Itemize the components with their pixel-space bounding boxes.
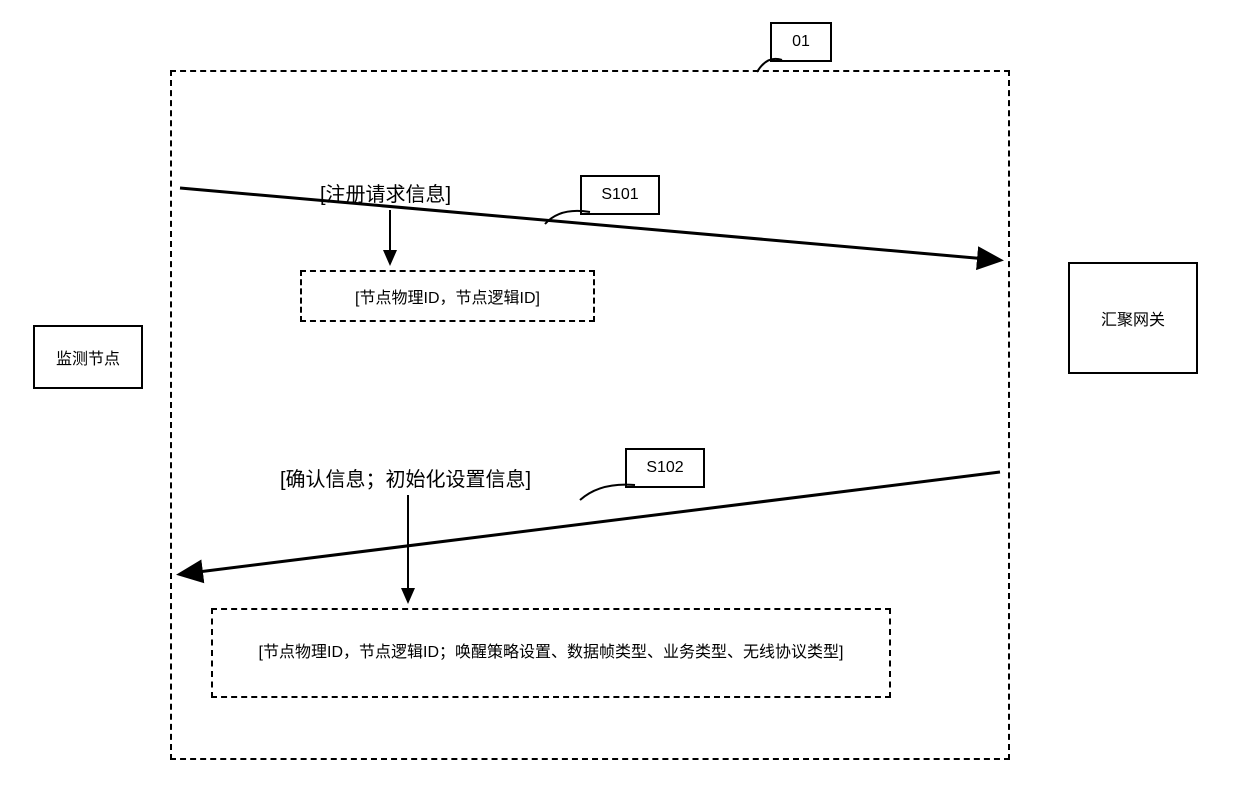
label-01: 01: [770, 22, 832, 62]
s101-text: S101: [601, 186, 638, 204]
req-label: [注册请求信息]: [320, 178, 451, 207]
info-box-1: [节点物理ID，节点逻辑ID]: [300, 270, 595, 322]
s102-text: S102: [646, 459, 683, 477]
confirm-label: [确认信息；初始化设置信息]: [280, 463, 531, 492]
req-label-text: [注册请求信息]: [320, 184, 451, 206]
info-box-1-text: [节点物理ID，节点逻辑ID]: [355, 284, 540, 308]
label-01-text: 01: [792, 33, 810, 51]
info-box-2: [节点物理ID，节点逻辑ID；唤醒策略设置、数据帧类型、业务类型、无线协议类型]: [211, 608, 891, 698]
s102-label: S102: [625, 448, 705, 488]
s101-label: S101: [580, 175, 660, 215]
right-node: 汇聚网关: [1068, 262, 1198, 374]
info-box-2-text: [节点物理ID，节点逻辑ID；唤醒策略设置、数据帧类型、业务类型、无线协议类型]: [259, 640, 844, 666]
right-node-text: 汇聚网关: [1101, 306, 1165, 330]
left-node-text: 监测节点: [56, 345, 120, 369]
left-node: 监测节点: [33, 325, 143, 389]
confirm-label-text: [确认信息；初始化设置信息]: [280, 469, 531, 491]
